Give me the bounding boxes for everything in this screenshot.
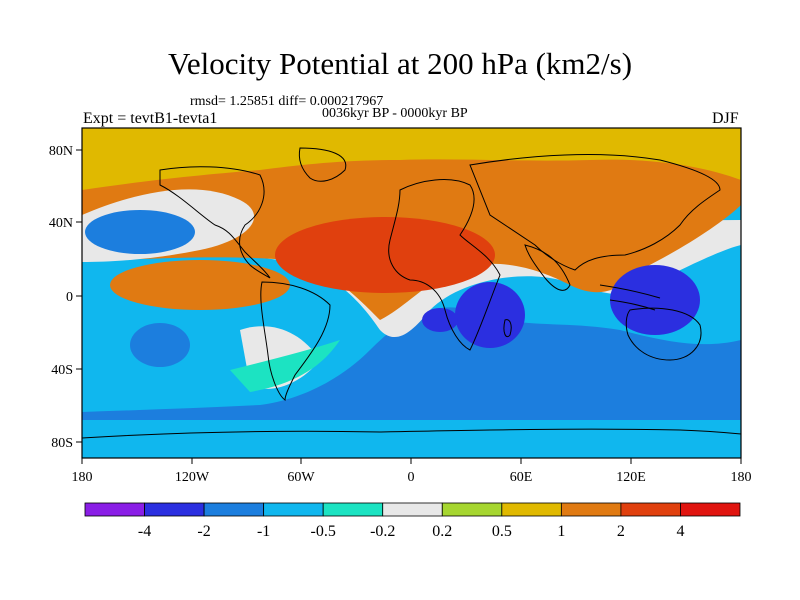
africa-atlantic-high: [275, 217, 495, 293]
colorbar-label: 1: [557, 523, 565, 540]
map-title: Velocity Potential at 200 hPa (km2/s): [167, 46, 633, 81]
antarctica-coast: [82, 428, 741, 439]
antarctic-band: [82, 430, 741, 458]
colorbar-swatch: [382, 502, 443, 517]
lon-tick-label: 0: [408, 470, 415, 485]
south-atlantic-cyan: [230, 340, 340, 392]
greenland-coast: [298, 147, 347, 182]
lat-tick-label: 80S: [51, 436, 73, 451]
stats-line: rmsd= 1.25851 diff= 0.000217967: [190, 94, 384, 109]
colorbar-swatch: [680, 502, 741, 517]
lon-tick-label: 180: [72, 470, 93, 485]
south-pacific-low: [130, 323, 190, 367]
colorbar-label: -0.2: [370, 523, 395, 540]
season-label: DJF: [712, 110, 739, 127]
lon-tick-labels: 180 120W 60W 0 60E 120E 180: [72, 470, 752, 485]
lon-tick-label: 180: [731, 470, 752, 485]
colorbar: -4 -2 -1 -0.5 -0.2 0.2 0.5 1 2 4: [84, 502, 741, 540]
north-america-coast: [159, 166, 271, 279]
colorbar-label: 2: [617, 523, 625, 540]
atlantic-low: [422, 308, 458, 332]
indonesia-coast: [599, 284, 661, 311]
colorbar-label: 0.2: [432, 523, 452, 540]
europe-africa-coast: [388, 179, 501, 351]
band-northern-yellow: [82, 128, 741, 190]
lon-tick-label: 60E: [510, 470, 533, 485]
arabia-india-coast: [524, 244, 571, 291]
contour-field: [82, 128, 741, 458]
colorbar-swatch: [620, 502, 681, 517]
lon-tick-label: 120E: [616, 470, 646, 485]
colorbar-label: -0.5: [311, 523, 336, 540]
colorbar-label: 4: [676, 523, 684, 540]
colorbar-label: -2: [197, 523, 210, 540]
colorbar-label: -4: [138, 523, 151, 540]
colorbar-swatch: [322, 502, 384, 517]
lat-tick-label: 40S: [51, 363, 73, 378]
north-pacific-low: [85, 210, 195, 254]
asia-coast: [469, 154, 721, 271]
experiment-label: Expt = tevtB1-tevta1: [83, 110, 218, 127]
lat-tick-label: 40N: [49, 216, 73, 231]
lat-tick-label: 80N: [49, 144, 73, 159]
colorbar-swatch: [263, 502, 324, 517]
africa-low: [455, 282, 525, 348]
madagascar-coast: [503, 319, 512, 338]
colorbar-label: -1: [257, 523, 270, 540]
lat-tick-labels: 80N 40N 0 40S 80S: [49, 144, 73, 451]
colorbar-swatch: [441, 502, 503, 517]
colorbar-label: 0.5: [492, 523, 512, 540]
south-america-coast: [260, 281, 331, 401]
australia-coast: [625, 307, 702, 361]
colorbar-swatch: [560, 502, 622, 517]
colorbar-swatch: [84, 502, 145, 517]
colorbar-swatch: [501, 502, 562, 517]
colorbar-swatch: [203, 502, 265, 517]
band-southern-blue: [82, 307, 741, 420]
lat-tick-label: 0: [66, 290, 73, 305]
coastlines: [82, 147, 741, 439]
lon-tick-label: 120W: [175, 470, 210, 485]
maritime-continent-low: [610, 265, 700, 335]
axis-ticks: [76, 149, 742, 464]
colorbar-swatch: [144, 502, 205, 517]
central-america-high: [110, 260, 290, 310]
period-line: 0036kyr BP - 0000kyr BP: [322, 106, 468, 121]
lon-tick-label: 60W: [287, 470, 315, 485]
